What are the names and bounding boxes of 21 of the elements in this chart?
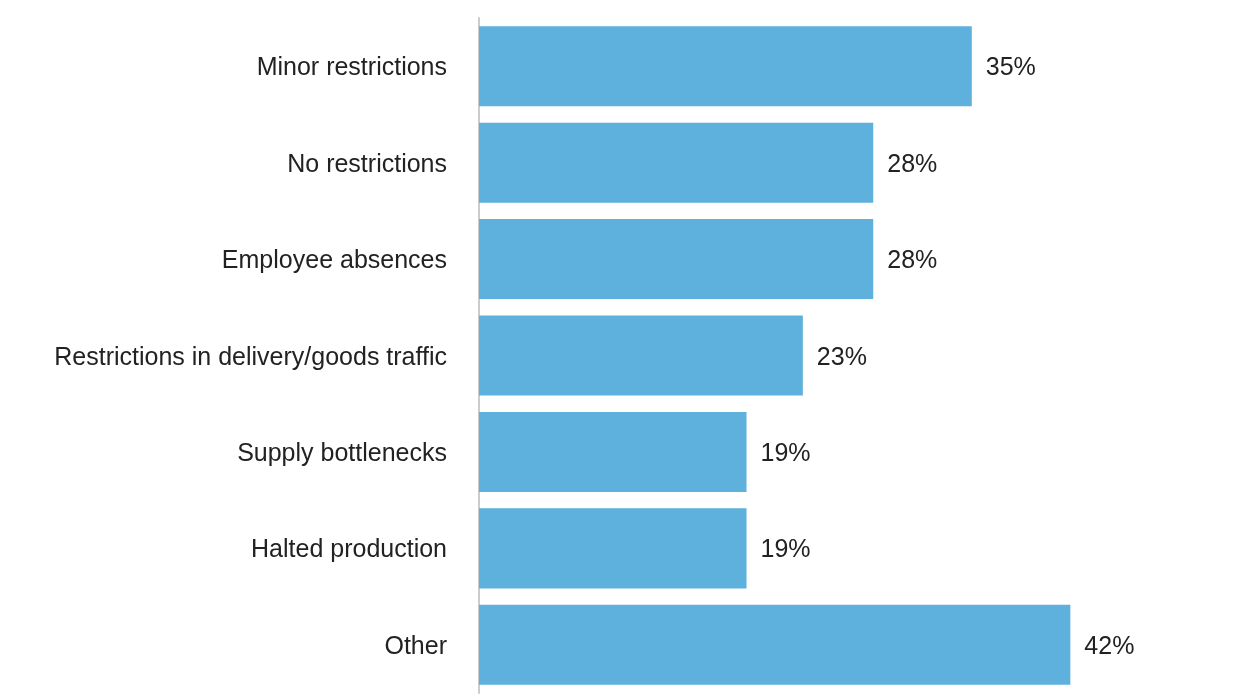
bar — [479, 122, 874, 203]
data-label: 28% — [887, 148, 938, 177]
y-tick-label: No restrictions — [287, 148, 447, 177]
data-label: 28% — [887, 245, 938, 274]
data-label: 23% — [816, 341, 867, 370]
y-tick-label: Halted production — [251, 534, 447, 563]
data-label: 35% — [985, 52, 1036, 81]
bar — [479, 508, 747, 589]
y-tick-label: Employee absences — [221, 245, 447, 274]
y-tick-label: Minor restrictions — [256, 52, 447, 81]
y-tick-label: Other — [384, 630, 447, 659]
bar — [479, 219, 874, 300]
bar — [479, 26, 972, 107]
bar — [479, 411, 747, 492]
data-label: 19% — [760, 534, 811, 563]
y-tick-label: Supply bottlenecks — [237, 437, 447, 466]
bar — [479, 315, 803, 396]
y-tick-label: Restrictions in delivery/goods traffic — [54, 341, 447, 370]
data-label: 42% — [1084, 630, 1135, 659]
data-label: 19% — [760, 437, 811, 466]
bar — [479, 604, 1071, 685]
